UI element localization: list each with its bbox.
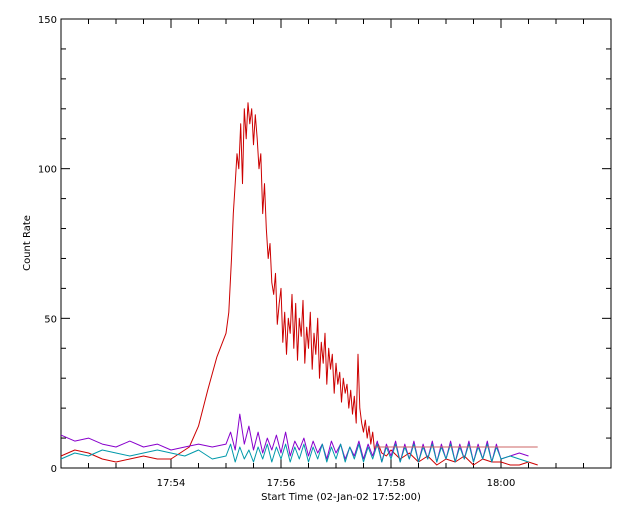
x-axis: 17:54 17:56 17:58 18:00 [60,19,612,489]
y-tick-label: 0 [51,464,57,475]
y-tick-label: 150 [38,15,57,26]
x-tick-label: 18:00 [487,478,516,489]
x-tick-label: 17:56 [267,478,296,489]
series-line-1 [60,102,538,466]
series-line-2 [60,413,529,463]
y-axis-label: Count Rate [22,215,33,271]
x-tick-label: 17:54 [157,478,186,489]
x-tick-label: 17:58 [377,478,406,489]
series-line-3 [60,443,529,463]
series-layer [60,102,538,466]
y-tick-label: 50 [44,314,57,325]
plot-frame [60,18,612,469]
y-axis: 0 50 100 150 [38,15,611,475]
y-tick-label: 100 [38,165,57,176]
x-axis-label: Start Time (02-Jan-02 17:52:00) [261,492,421,503]
